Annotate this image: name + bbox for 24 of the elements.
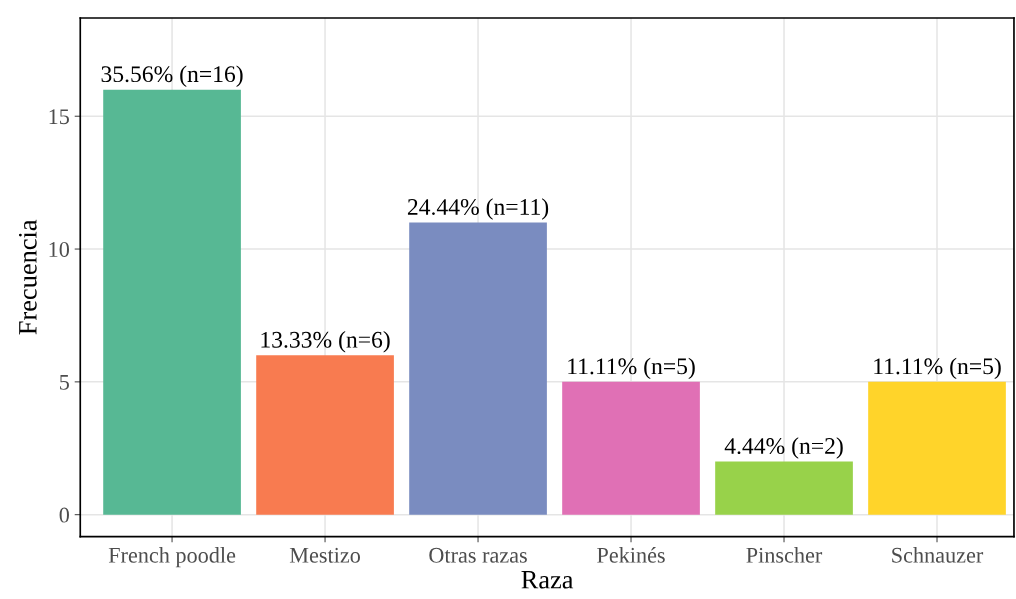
x-tick-label: French poodle bbox=[108, 547, 236, 568]
data-label: 13.33% (n=6) bbox=[261, 331, 390, 353]
data-label: 11.11% (n=5) bbox=[874, 357, 1001, 380]
data-label: 24.44% (n=11) bbox=[407, 198, 549, 220]
bar bbox=[868, 381, 1006, 515]
y-tick-label: 0 bbox=[59, 507, 69, 523]
bar bbox=[103, 89, 241, 515]
bar bbox=[256, 355, 394, 515]
bar bbox=[562, 381, 700, 515]
y-tick-label: 5 bbox=[60, 375, 69, 390]
data-label: 35.56% (n=16) bbox=[101, 65, 243, 87]
bar bbox=[409, 222, 547, 515]
x-tick-label: Schnauzer bbox=[892, 547, 984, 563]
x-tick-label: Mestizo bbox=[289, 547, 360, 563]
y-axis-title: Frecuencia bbox=[18, 219, 37, 335]
data-label: 4.44% (n=2) bbox=[724, 437, 843, 459]
y-tick-label: 15 bbox=[49, 109, 69, 125]
data-label: 11.11% (n=5) bbox=[568, 357, 695, 380]
x-axis-title: Raza bbox=[521, 571, 574, 589]
x-tick-label: Otras razas bbox=[429, 547, 527, 563]
bar bbox=[715, 461, 853, 515]
x-tick-label: Pekinés bbox=[597, 547, 665, 563]
x-tick-label: Pinscher bbox=[746, 547, 823, 563]
y-tick-label: 10 bbox=[49, 241, 69, 257]
